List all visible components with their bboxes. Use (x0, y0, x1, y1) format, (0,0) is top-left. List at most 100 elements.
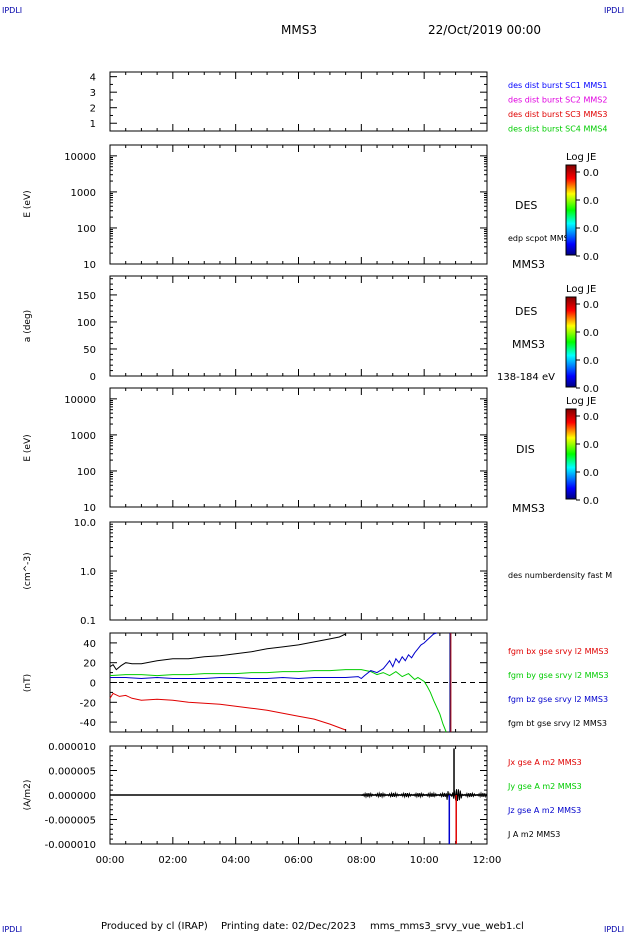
legend-fgm-bt: fgm bt gse srvy l2 MMS3 (508, 719, 607, 728)
legend-burst-sc2: des dist burst SC2 MMS2 (508, 96, 607, 105)
panel-fgm-tick-label: 20 (83, 659, 96, 670)
panel-des-energy-colorbar-title: Log JE (566, 152, 596, 163)
panel-current-tick-label: 0.000000 (48, 791, 96, 802)
corner-mark-bottom-right: IPDLI (604, 925, 624, 934)
label-des-pitch: DES (515, 305, 537, 318)
panel-density-tick-label: 1.0 (80, 567, 96, 578)
corner-mark-top-right: IPDLI (604, 6, 624, 15)
panel-des-pitch-tick-label: 150 (77, 291, 96, 302)
panel-des-pitch-colorbar-tick-label: 0.0 (583, 328, 599, 339)
panel-dis-energy-tick-label: 100 (77, 467, 96, 478)
panel-fgm-tick-label: 0 (90, 679, 96, 690)
fgm-series-by (109, 669, 447, 733)
panel-des-pitch-axis-title: a (deg) (23, 310, 33, 342)
panel-dis-energy-colorbar-tick-label: 0.0 (583, 440, 599, 451)
corner-mark-bottom-left: IPDLI (2, 925, 22, 934)
fgm-series-bx (109, 692, 346, 731)
panel-des-energy-colorbar-tick-label: 0.0 (583, 168, 599, 179)
fgm-series-bz (110, 632, 437, 680)
footer-produced: Produced by cl (IRAP) (101, 921, 208, 932)
panel-dis-energy-axis-title: E (eV) (23, 434, 33, 461)
panel-dis-energy-tick-label: 10 (83, 503, 96, 514)
legend-current-jy: Jy gse A m2 MMS3 (507, 782, 582, 791)
panel-dis-energy-frame (109, 387, 488, 508)
panel-des-pitch-colorbar (565, 296, 577, 388)
panel-fgm-tick-label: -20 (80, 698, 96, 709)
panel-des-energy-colorbar (565, 164, 577, 256)
legend-burst-sc1: des dist burst SC1 MMS1 (508, 81, 607, 90)
panel-des-energy-tick-label: 100 (77, 224, 96, 235)
label-des: DES (515, 199, 537, 212)
panel-density-frame (109, 521, 488, 621)
panel-current-tick-label: -0.000005 (45, 816, 96, 827)
legend-current-j: J A m2 MMS3 (507, 830, 560, 839)
legend-current-jx: Jx gse A m2 MMS3 (507, 758, 582, 767)
x-tick-label: 10:00 (410, 855, 439, 866)
panel-dis-energy-colorbar-title: Log JE (566, 396, 596, 407)
legend-fgm-by: fgm by gse srvy l2 MMS3 (508, 671, 609, 680)
panel-des-pitch-colorbar-tick-label: 0.0 (583, 356, 599, 367)
date-title: 22/Oct/2019 00:00 (428, 23, 541, 37)
panel-des-pitch-colorbar-tick-label: 0.0 (583, 384, 599, 395)
panel-burst-frame (109, 71, 488, 132)
panel-des-pitch-colorbar-tick-label: 0.0 (583, 300, 599, 311)
legend-density: des numberdensity fast M (508, 571, 612, 580)
label-mms3-dis: MMS3 (512, 502, 545, 515)
panel-des-pitch-colorbar-title: Log JE (566, 284, 596, 295)
panel-fgm-tick-label: 40 (83, 639, 96, 650)
panel-des-energy-frame (109, 144, 488, 265)
x-tick-label: 08:00 (347, 855, 376, 866)
label-dis: DIS (516, 443, 535, 456)
panel-des-energy-axis-title: E (eV) (23, 190, 33, 217)
panel-current-tick-label: -0.000010 (45, 840, 96, 851)
legend-burst-sc3: des dist burst SC3 MMS3 (508, 110, 607, 119)
label-mms3-pitch: MMS3 (512, 338, 545, 351)
panels: 1 2 3 4 des dist burst SC1 MMS1 des dist burs… (23, 71, 612, 866)
panel-des-pitch-tick-label: 0 (90, 372, 96, 383)
footer-printing-date: Printing date: 02/Dec/2023 (221, 921, 356, 932)
footer-script: mms_mms3_srvy_vue_web1.cl (370, 921, 524, 932)
label-energy-range: 138-184 eV (497, 372, 555, 383)
current-j-noise (361, 789, 488, 801)
panel-dis-energy-tick-label: 1000 (71, 431, 96, 442)
panel-current-tick-label: 0.000005 (48, 767, 96, 778)
panel-dis-energy-tick-label: 10000 (64, 395, 96, 406)
panel-dis-energy-colorbar-tick-label: 0.0 (583, 496, 599, 507)
x-tick-label: 04:00 (221, 855, 250, 866)
corner-mark-top-left: IPDLI (2, 6, 22, 15)
panel-burst-tick-label: 2 (90, 104, 96, 115)
panel-dis-energy-colorbar-tick-label: 0.0 (583, 468, 599, 479)
panel-des-pitch-tick-label: 100 (77, 318, 96, 329)
panel-des-energy-colorbar-tick-label: 0.0 (583, 196, 599, 207)
x-tick-label: 06:00 (284, 855, 313, 866)
panel-des-energy-colorbar-tick-label: 0.0 (583, 224, 599, 235)
legend-fgm-bx: fgm bx gse srvy l2 MMS3 (508, 647, 609, 656)
panel-burst-tick-label: 1 (90, 119, 96, 130)
panel-des-energy-tick-label: 1000 (71, 188, 96, 199)
label-mms3-energy: MMS3 (512, 258, 545, 271)
spacecraft-title: MMS3 (281, 23, 317, 37)
panel-des-pitch-tick-label: 50 (83, 345, 96, 356)
label-edp-scpot: edp scpot MMS3 (508, 234, 574, 243)
legend-fgm-bz: fgm bz gse srvy l2 MMS3 (508, 695, 608, 704)
x-tick-label: 12:00 (473, 855, 502, 866)
panel-burst-tick-label: 3 (90, 88, 96, 99)
legend-burst-sc4: des dist burst SC4 MMS4 (508, 125, 607, 134)
panel-current-tick-label: 0.000010 (48, 742, 96, 753)
panel-burst-tick-label: 4 (90, 73, 96, 84)
panel-density-tick-label: 10.0 (74, 518, 96, 529)
panel-des-pitch-frame (109, 275, 488, 377)
panel-dis-energy-colorbar-tick-label: 0.0 (583, 412, 599, 423)
panel-fgm-axis-title: (nT) (23, 674, 33, 692)
panel-current-axis-title: (A/m2) (23, 780, 33, 811)
panel-density-axis-title: (cm^-3) (23, 552, 33, 589)
panel-des-energy-tick-label: 10000 (64, 152, 96, 163)
panel-density-tick-label: 0.1 (80, 616, 96, 627)
legend-current-jz: Jz gse A m2 MMS3 (507, 806, 581, 815)
panel-des-energy-tick-label: 10 (83, 260, 96, 271)
x-tick-label: 02:00 (158, 855, 187, 866)
panel-fgm-tick-label: -40 (80, 718, 96, 729)
x-tick-label: 00:00 (96, 855, 125, 866)
panel-des-energy-colorbar-tick-label: 0.0 (583, 252, 599, 263)
